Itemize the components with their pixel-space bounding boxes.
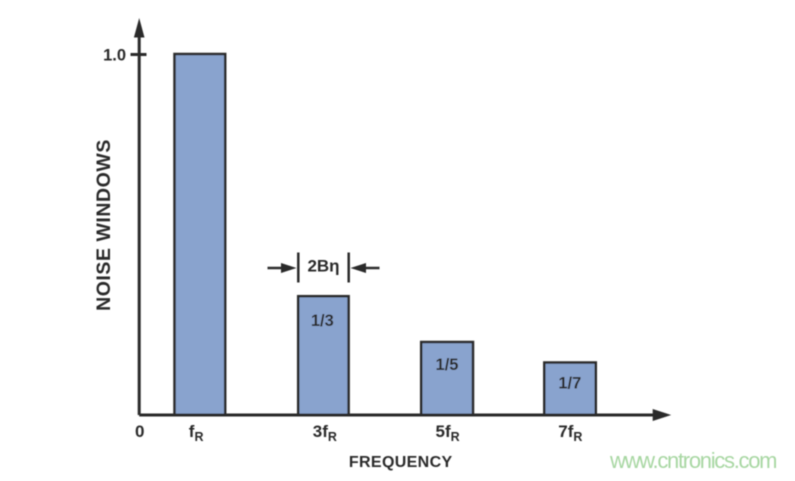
svg-text:0: 0 [135, 422, 144, 441]
svg-text:2Bη: 2Bη [307, 257, 339, 276]
svg-text:1/3: 1/3 [311, 312, 334, 330]
svg-text:FREQUENCY: FREQUENCY [349, 454, 453, 471]
svg-text:www.cntronics.com: www.cntronics.com [609, 448, 776, 473]
svg-text:1/7: 1/7 [558, 375, 581, 393]
svg-text:NOISE WINDOWS: NOISE WINDOWS [93, 139, 115, 311]
svg-text:1.0: 1.0 [103, 47, 126, 65]
svg-text:1/5: 1/5 [436, 356, 459, 374]
